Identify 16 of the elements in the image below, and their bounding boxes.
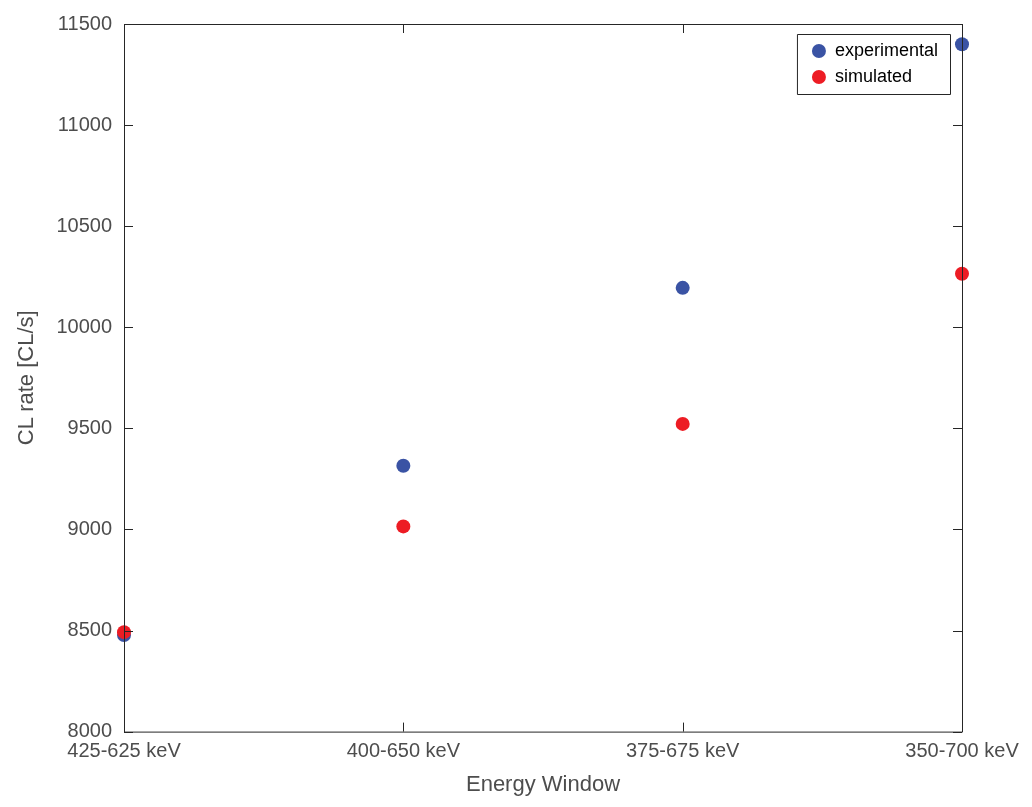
y-tick-label: 11500 <box>57 11 113 34</box>
y-tick-label: 9500 <box>67 415 113 438</box>
x-tick-label: 350-700 keV <box>905 739 1020 762</box>
x-tick-label: 375-675 keV <box>625 739 741 762</box>
y-tick-label: 10500 <box>56 213 113 236</box>
y-axis-title: CL rate [CL/s] <box>13 310 39 446</box>
y-tick-label: 8500 <box>67 618 113 641</box>
legend-label: simulated <box>834 65 912 86</box>
x-tick-label: 425-625 keV <box>67 739 182 762</box>
y-tick-label: 11000 <box>57 112 113 135</box>
y-tick-label: 10000 <box>56 314 113 337</box>
legend-label: experimental <box>834 39 939 60</box>
x-tick-label: 400-650 keV <box>346 739 461 762</box>
y-tick-label: 9000 <box>67 516 113 539</box>
x-axis-title: Energy Window <box>465 770 621 796</box>
y-tick-label: 8000 <box>67 719 113 742</box>
